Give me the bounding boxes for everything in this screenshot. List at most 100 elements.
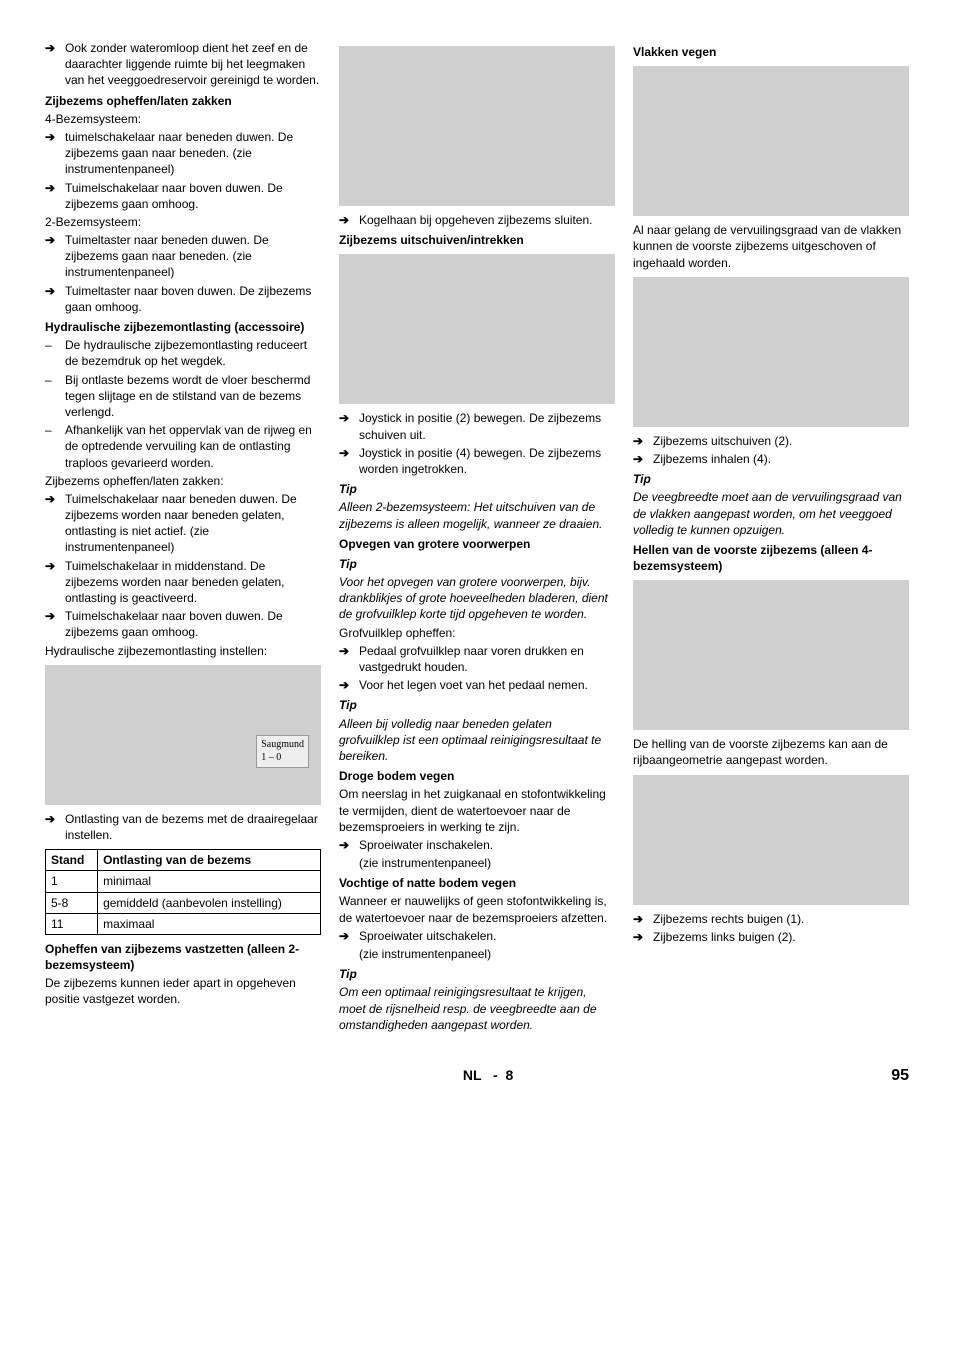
dash-text: De hydraulische zijbezemontlasting reduc… — [65, 337, 321, 369]
bullet-item: ➔ Tuimelschakelaar naar boven duwen. De … — [45, 608, 321, 640]
bullet-item: ➔ Zijbezems links buigen (2). — [633, 929, 909, 945]
tip-text: Alleen 2-bezemsysteem: Het uitschuiven v… — [339, 499, 615, 531]
bullet-text: Joystick in positie (4) bewegen. De zijb… — [359, 445, 615, 477]
paragraph: De helling van de voorste zijbezems kan … — [633, 736, 909, 768]
dash-text: Bij ontlaste bezems wordt de vloer besch… — [65, 372, 321, 421]
paragraph: Wanneer er nauwelijks of geen stofontwik… — [339, 893, 615, 925]
bullet-item: ➔ Kogelhaan bij opgeheven zijbezems slui… — [339, 212, 615, 228]
paragraph: Hydraulische zijbezemontlasting instelle… — [45, 643, 321, 659]
dash-item: – De hydraulische zijbezemontlasting red… — [45, 337, 321, 369]
page-footer: NL - 8 95 — [45, 1065, 909, 1087]
bullet-item: ➔ Zijbezems uitschuiven (2). — [633, 433, 909, 449]
bullet-item: ➔ Pedaal grofvuilklep naar voren drukken… — [339, 643, 615, 675]
bullet-text: Tuimeltaster naar beneden duwen. De zijb… — [65, 232, 321, 281]
heading-vochtige-bodem: Vochtige of natte bodem vegen — [339, 875, 615, 891]
table-cell: gemiddeld (aanbevolen instelling) — [98, 892, 321, 913]
bullet-text: Zijbezems inhalen (4). — [653, 451, 909, 467]
bullet-item: ➔ Tuimeltaster naar beneden duwen. De zi… — [45, 232, 321, 281]
arrow-icon: ➔ — [339, 677, 359, 693]
bullet-item: ➔ Tuimeltaster naar boven duwen. De zijb… — [45, 283, 321, 315]
table-row: 5-8 gemiddeld (aanbevolen instelling) — [46, 892, 321, 913]
bullet-text: Ontlasting van de bezems met de draaireg… — [65, 811, 321, 843]
page-number: 95 — [891, 1065, 909, 1087]
paragraph: Grofvuilklep opheffen: — [339, 625, 615, 641]
tip-text: Om een optimaal reinigingsresultaat te k… — [339, 984, 615, 1033]
column-2: ➔ Kogelhaan bij opgeheven zijbezems slui… — [339, 40, 615, 1035]
bullet-text: Pedaal grofvuilklep naar voren drukken e… — [359, 643, 615, 675]
table-cell: minimaal — [98, 871, 321, 892]
figure-label: Saugmund1 – 0 — [256, 735, 309, 768]
column-1: ➔ Ook zonder wateromloop dient het zeef … — [45, 40, 321, 1035]
figure-joystick-3 — [633, 775, 909, 905]
bullet-item: ➔ Voor het legen voet van het pedaal nem… — [339, 677, 615, 693]
bullet-item: ➔ Zijbezems inhalen (4). — [633, 451, 909, 467]
arrow-icon: ➔ — [633, 911, 653, 927]
bullet-item: ➔ Joystick in positie (4) bewegen. De zi… — [339, 445, 615, 477]
bullet-text: Zijbezems uitschuiven (2). — [653, 433, 909, 449]
arrow-icon: ➔ — [339, 928, 359, 944]
dash-icon: – — [45, 337, 65, 369]
tip-heading: Tip — [339, 481, 615, 497]
bullet-text: Tuimeltaster naar boven duwen. De zijbez… — [65, 283, 321, 315]
separator: - — [493, 1067, 498, 1083]
section-number: 8 — [505, 1067, 513, 1083]
bullet-text: Kogelhaan bij opgeheven zijbezems sluite… — [359, 212, 615, 228]
column-3: Vlakken vegen Al naar gelang de vervuili… — [633, 40, 909, 1035]
bullet-item: ➔ Joystick in positie (2) bewegen. De zi… — [339, 410, 615, 442]
heading-zijbezems-opheffen: Zijbezems opheffen/laten zakken — [45, 93, 321, 109]
bullet-text: Tuimelschakelaar naar boven duwen. De zi… — [65, 180, 321, 212]
bullet-item: ➔ Ontlasting van de bezems met de draair… — [45, 811, 321, 843]
arrow-icon: ➔ — [633, 929, 653, 945]
paragraph: 4-Bezemsysteem: — [45, 111, 321, 127]
heading-zijbezems-uitschuiven: Zijbezems uitschuiven/intrekken — [339, 232, 615, 248]
bullet-text: Tuimelschakelaar in middenstand. De zijb… — [65, 558, 321, 607]
figure-control-panel: Saugmund1 – 0 — [45, 665, 321, 805]
table-cell: 5-8 — [46, 892, 98, 913]
dash-item: – Afhankelijk van het oppervlak van de r… — [45, 422, 321, 471]
heading-droge-bodem: Droge bodem vegen — [339, 768, 615, 784]
dash-icon: – — [45, 372, 65, 421]
bullet-text: Ook zonder wateromloop dient het zeef en… — [65, 40, 321, 89]
paragraph: Zijbezems opheffen/laten zakken: — [45, 473, 321, 489]
bullet-text: tuimelschakelaar naar beneden duwen. De … — [65, 129, 321, 178]
arrow-icon: ➔ — [45, 180, 65, 212]
tip-text: De veegbreedte moet aan de vervuilingsgr… — [633, 489, 909, 538]
bullet-item: ➔ Sproeiwater uitschakelen. — [339, 928, 615, 944]
bullet-text: Joystick in positie (2) bewegen. De zijb… — [359, 410, 615, 442]
figure-joystick-2 — [633, 277, 909, 427]
footer-center: NL - 8 — [463, 1066, 513, 1085]
tip-heading: Tip — [339, 556, 615, 572]
dash-text: Afhankelijk van het oppervlak van de rij… — [65, 422, 321, 471]
bullet-item: ➔ Tuimelschakelaar naar beneden duwen. D… — [45, 491, 321, 556]
bullet-text: Tuimelschakelaar naar beneden duwen. De … — [65, 491, 321, 556]
bullet-text: Voor het legen voet van het pedaal nemen… — [359, 677, 615, 693]
paragraph: (zie instrumentenpaneel) — [339, 946, 615, 962]
table-cell: 11 — [46, 913, 98, 934]
arrow-icon: ➔ — [45, 491, 65, 556]
heading-opvegen: Opvegen van grotere voorwerpen — [339, 536, 615, 552]
tip-text: Voor het opvegen van grotere voorwerpen,… — [339, 574, 615, 623]
tip-heading: Tip — [633, 471, 909, 487]
arrow-icon: ➔ — [45, 811, 65, 843]
arrow-icon: ➔ — [45, 283, 65, 315]
bullet-item: ➔ Tuimelschakelaar naar boven duwen. De … — [45, 180, 321, 212]
table-row: 1 minimaal — [46, 871, 321, 892]
tip-text: Alleen bij volledig naar beneden gelaten… — [339, 716, 615, 765]
bullet-item: ➔ Ook zonder wateromloop dient het zeef … — [45, 40, 321, 89]
bullet-text: Zijbezems rechts buigen (1). — [653, 911, 909, 927]
heading-hellen: Hellen van de voorste zijbezems (alleen … — [633, 542, 909, 574]
table-row: 11 maximaal — [46, 913, 321, 934]
paragraph: 2-Bezemsysteem: — [45, 214, 321, 230]
tip-heading: Tip — [339, 697, 615, 713]
arrow-icon: ➔ — [339, 212, 359, 228]
dash-icon: – — [45, 422, 65, 471]
heading-opheffen-vastzetten: Opheffen van zijbezems vastzetten (allee… — [45, 941, 321, 973]
bullet-text: Sproeiwater inschakelen. — [359, 837, 615, 853]
arrow-icon: ➔ — [45, 232, 65, 281]
figure-joystick — [339, 254, 615, 404]
table-header: Ontlasting van de bezems — [98, 850, 321, 871]
arrow-icon: ➔ — [633, 433, 653, 449]
bullet-item: ➔ tuimelschakelaar naar beneden duwen. D… — [45, 129, 321, 178]
bullet-item: ➔ Tuimelschakelaar in middenstand. De zi… — [45, 558, 321, 607]
arrow-icon: ➔ — [339, 643, 359, 675]
